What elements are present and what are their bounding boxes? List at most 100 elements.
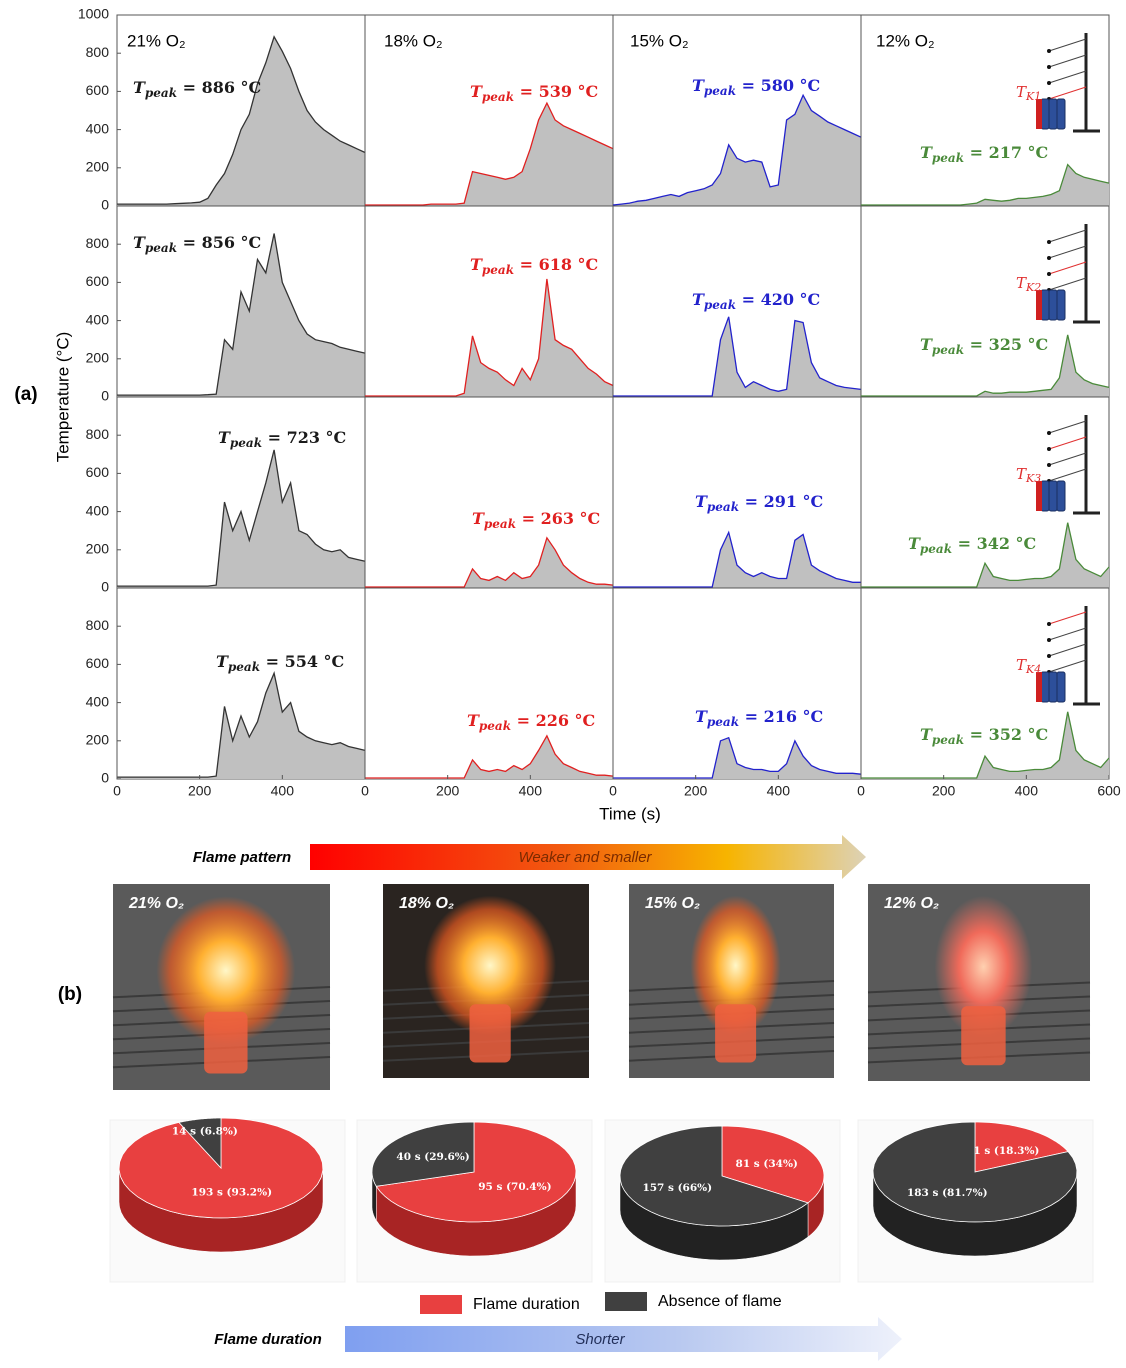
plot-frame — [613, 397, 861, 588]
inset-label: TK4 — [1016, 656, 1041, 676]
sketch-thermocouple — [1047, 272, 1051, 276]
sketch-wire — [1049, 628, 1086, 640]
subscript: K4 — [1025, 663, 1041, 676]
sketch-cell — [1057, 99, 1065, 129]
area — [613, 317, 861, 397]
panel-label: (a) — [14, 384, 37, 405]
subscript: peak — [932, 343, 964, 357]
area — [861, 712, 1109, 779]
subplot: 0200400600800100021% O₂Tpeak = 886 °C — [78, 6, 365, 213]
y-tick-label: 400 — [86, 693, 110, 709]
x-tick-label: 400 — [271, 783, 295, 799]
photo-label: 15% O₂ — [645, 895, 700, 912]
sketch-thermocouple — [1047, 65, 1051, 69]
annotation-text: = 325 °C — [964, 335, 1048, 354]
photo: 15% O₂ — [629, 884, 834, 1078]
photo-label: 21% O₂ — [128, 895, 184, 912]
peak-annotation: Tpeak = 291 °C — [695, 492, 823, 514]
annotation-text: = 554 °C — [260, 652, 344, 671]
y-tick-label: 800 — [86, 426, 110, 442]
sketch-wire — [1049, 421, 1086, 433]
x-tick-label: 600 — [1097, 783, 1121, 799]
sketch-wire — [1049, 55, 1086, 67]
legend-label: Absence of flame — [658, 1293, 782, 1310]
y-tick-label: 600 — [86, 82, 110, 98]
pie-value-label: 95 s (70.4%) — [478, 1181, 551, 1193]
sketch-heater — [1036, 481, 1042, 511]
pie-value-label: 41 s (18.3%) — [966, 1145, 1039, 1157]
peak-annotation: Tpeak = 342 °C — [908, 534, 1036, 556]
photo-cell — [204, 1012, 247, 1074]
pie-value-label: 40 s (29.6%) — [396, 1151, 469, 1163]
plot-frame — [365, 588, 613, 779]
subplot: 0200400600800Tpeak = 723 °C — [86, 397, 365, 595]
arrow-text: Weaker and smaller — [518, 849, 652, 866]
pie-value-label: 14 s (6.8%) — [172, 1125, 238, 1137]
area — [365, 103, 613, 206]
sketch-cell — [1041, 99, 1049, 129]
y-tick-label: 0 — [101, 579, 109, 595]
sketch-thermocouple — [1047, 447, 1051, 451]
peak-annotation: Tpeak = 420 °C — [692, 290, 820, 312]
annotation-text: = 618 °C — [514, 255, 598, 274]
sketch-thermocouple — [1047, 256, 1051, 260]
sketch-wire — [1049, 87, 1086, 99]
peak-annotation: Tpeak = 216 °C — [695, 707, 823, 729]
peak-annotation: Tpeak = 886 °C — [133, 78, 261, 100]
y-tick-label: 400 — [86, 502, 110, 518]
x-tick-label: 400 — [519, 783, 543, 799]
sketch-cell — [1057, 672, 1065, 702]
sketch-cell — [1041, 672, 1049, 702]
subplot: 0200400Tpeak = 226 °C — [361, 588, 613, 799]
subscript: peak — [482, 90, 514, 104]
sketch-wire — [1049, 71, 1086, 83]
subscript: peak — [228, 660, 260, 674]
arrow-label: Flame duration — [214, 1331, 322, 1348]
y-tick-label: 800 — [86, 617, 110, 633]
subscript: K3 — [1025, 472, 1041, 485]
subplot-title: 21% O₂ — [127, 31, 186, 50]
photo-label: 12% O₂ — [884, 895, 939, 912]
panel-label: (b) — [58, 984, 82, 1005]
area — [613, 738, 861, 779]
lower-panel: 193 s (93.2%) 14 s (6.8%) 95 s (70.4%) 40 s… — [110, 835, 1093, 1361]
peak-annotation: Tpeak = 325 °C — [920, 335, 1048, 357]
y-tick-label: 200 — [86, 541, 110, 557]
photo: 18% O₂ — [383, 884, 589, 1078]
sketch-cell — [1049, 672, 1057, 702]
subscript: K1 — [1025, 90, 1041, 103]
area — [613, 95, 861, 206]
subscript: peak — [230, 436, 262, 450]
sketch-thermocouple — [1047, 431, 1051, 435]
subscript: peak — [704, 84, 736, 98]
sketch-thermocouple — [1047, 49, 1051, 53]
peak-annotation: Tpeak = 217 °C — [920, 143, 1048, 165]
sketch-thermocouple — [1047, 463, 1051, 467]
inset-label: TK1 — [1016, 83, 1041, 103]
sketch-wire — [1049, 644, 1086, 656]
area — [861, 523, 1109, 588]
arrow-label: Flame pattern — [193, 849, 291, 866]
y-tick-label: 400 — [86, 120, 110, 136]
area — [365, 279, 613, 397]
y-tick-label: 0 — [101, 770, 109, 786]
subplot: Tpeak = 420 °C — [613, 206, 861, 397]
peak-annotation: Tpeak = 539 °C — [470, 82, 598, 104]
pie-value-label: 193 s (93.2%) — [191, 1186, 272, 1198]
area — [365, 736, 613, 779]
sketch-wire — [1049, 246, 1086, 258]
x-tick-label: 400 — [767, 783, 791, 799]
x-tick-label: 200 — [436, 783, 460, 799]
subscript: peak — [932, 733, 964, 747]
sketch-thermocouple — [1047, 638, 1051, 642]
subscript: peak — [707, 715, 739, 729]
peak-annotation: Tpeak = 263 °C — [472, 509, 600, 531]
figure: (a) (b) Temperature (°C) Time (s) 020040… — [0, 0, 1126, 1363]
legend-label: Flame duration — [473, 1296, 580, 1313]
photo-label: 18% O₂ — [399, 895, 454, 912]
x-tick-label: 200 — [932, 783, 956, 799]
x-tick-label: 0 — [113, 783, 121, 799]
